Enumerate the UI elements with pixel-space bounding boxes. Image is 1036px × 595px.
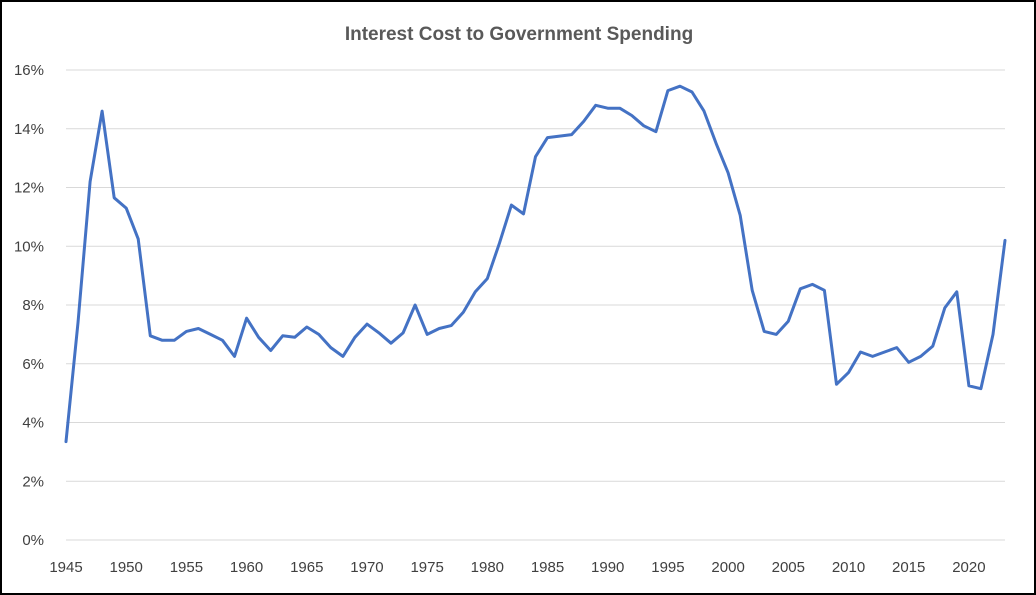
x-tick-label: 1970 (350, 559, 383, 576)
x-tick-label: 1990 (591, 559, 624, 576)
x-tick-label: 2005 (772, 559, 805, 576)
x-tick-label: 1950 (110, 559, 143, 576)
x-tick-label: 1960 (230, 559, 263, 576)
series-layer (64, 84, 1007, 444)
x-tick-label: 2020 (952, 559, 985, 576)
series-line (64, 84, 1007, 444)
x-tick-label: 2015 (892, 559, 925, 576)
y-tick-label: 2% (22, 473, 44, 490)
y-tick-label: 16% (14, 62, 44, 79)
chart-title: Interest Cost to Government Spending (345, 24, 693, 45)
x-axis-tick-labels: 1945 1950 1955 1960 1965 1970 1975 1980 1985 1990… (49, 559, 985, 576)
y-axis-tick-labels: 0% 2% 4% 6% 8% 10% 12% 14% 16% (14, 62, 44, 549)
x-tick-label: 2010 (832, 559, 865, 576)
y-tick-label: 0% (22, 532, 44, 549)
x-tick-label: 2000 (711, 559, 744, 576)
x-tick-label: 1975 (410, 559, 443, 576)
y-tick-label: 14% (14, 121, 44, 138)
y-tick-label: 12% (14, 180, 44, 197)
y-tick-label: 6% (22, 356, 44, 373)
x-tick-label: 1945 (49, 559, 82, 576)
x-tick-label: 1955 (170, 559, 203, 576)
x-tick-label: 1980 (471, 559, 504, 576)
y-tick-label: 8% (22, 297, 44, 314)
x-tick-label: 1995 (651, 559, 684, 576)
x-tick-label: 1965 (290, 559, 323, 576)
y-tick-label: 4% (22, 415, 44, 432)
y-tick-label: 10% (14, 238, 44, 255)
x-tick-label: 1985 (531, 559, 564, 576)
gridlines (66, 69, 1005, 541)
